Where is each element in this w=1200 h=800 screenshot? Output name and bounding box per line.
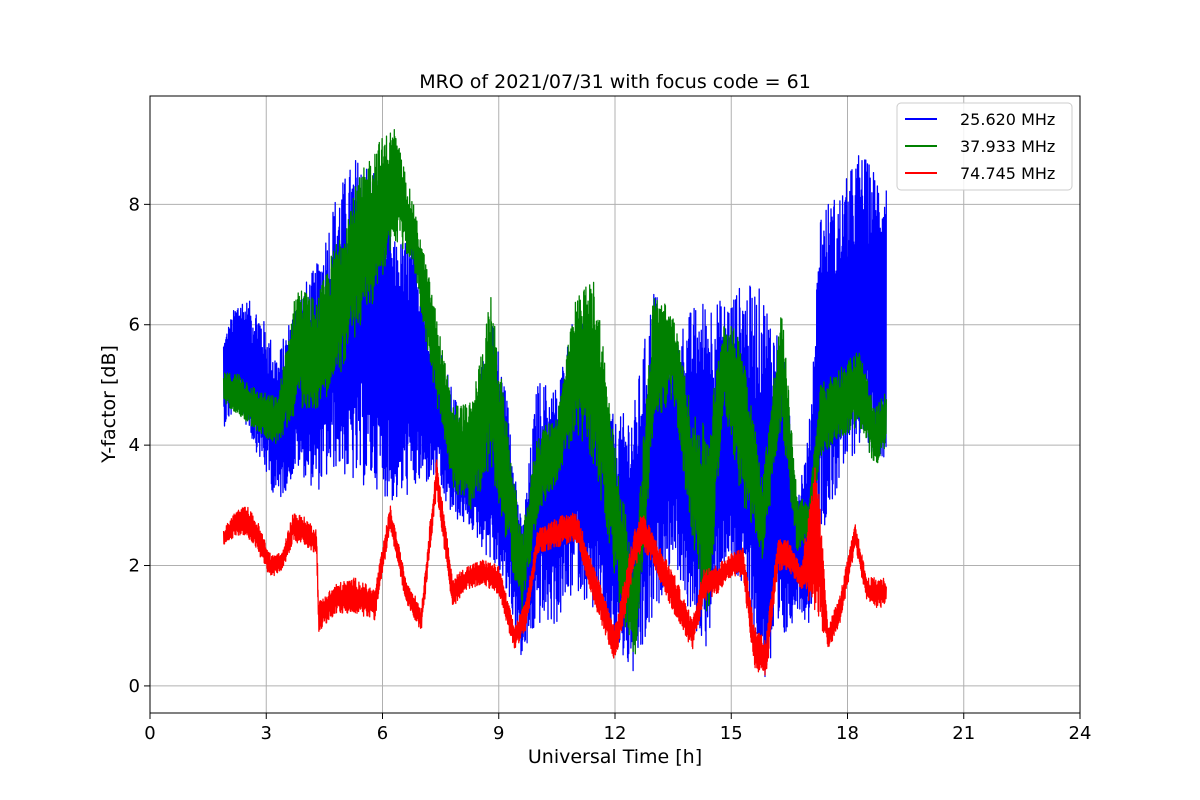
series-line-1	[222, 129, 887, 655]
y-tick-label: 6	[129, 315, 140, 336]
y-tick-label: 4	[129, 435, 140, 456]
chart-title: MRO of 2021/07/31 with focus code = 61	[419, 71, 811, 93]
legend-box	[896, 102, 1073, 191]
series-line-2	[222, 459, 887, 676]
y-tick-label: 2	[129, 556, 140, 577]
x-axis-ticks: 0 3 6 9 12 15 18 21 24	[144, 713, 1091, 744]
x-tick-label: 3	[261, 723, 272, 744]
legend-entry: 74.745 MHz	[960, 164, 1055, 183]
legend: 25.620 MHz 37.933 MHz 74.745 MHz	[896, 102, 1073, 191]
legend-entry: 25.620 MHz	[960, 110, 1055, 129]
x-tick-label: 9	[493, 723, 504, 744]
y-axis-ticks: 0 2 4 6 8	[129, 194, 150, 697]
x-tick-label: 0	[144, 723, 155, 744]
y-tick-label: 8	[129, 194, 140, 215]
y-tick-label: 0	[129, 676, 140, 697]
x-tick-label: 15	[720, 723, 743, 744]
x-tick-label: 21	[952, 723, 975, 744]
y-axis-label: Y-factor [dB]	[98, 345, 120, 464]
x-tick-label: 12	[604, 723, 627, 744]
plot-area	[222, 129, 887, 678]
x-tick-label: 6	[377, 723, 388, 744]
legend-entry: 37.933 MHz	[960, 137, 1055, 156]
x-axis-label: Universal Time [h]	[528, 746, 702, 768]
x-tick-label: 24	[1069, 723, 1092, 744]
x-tick-label: 18	[836, 723, 859, 744]
